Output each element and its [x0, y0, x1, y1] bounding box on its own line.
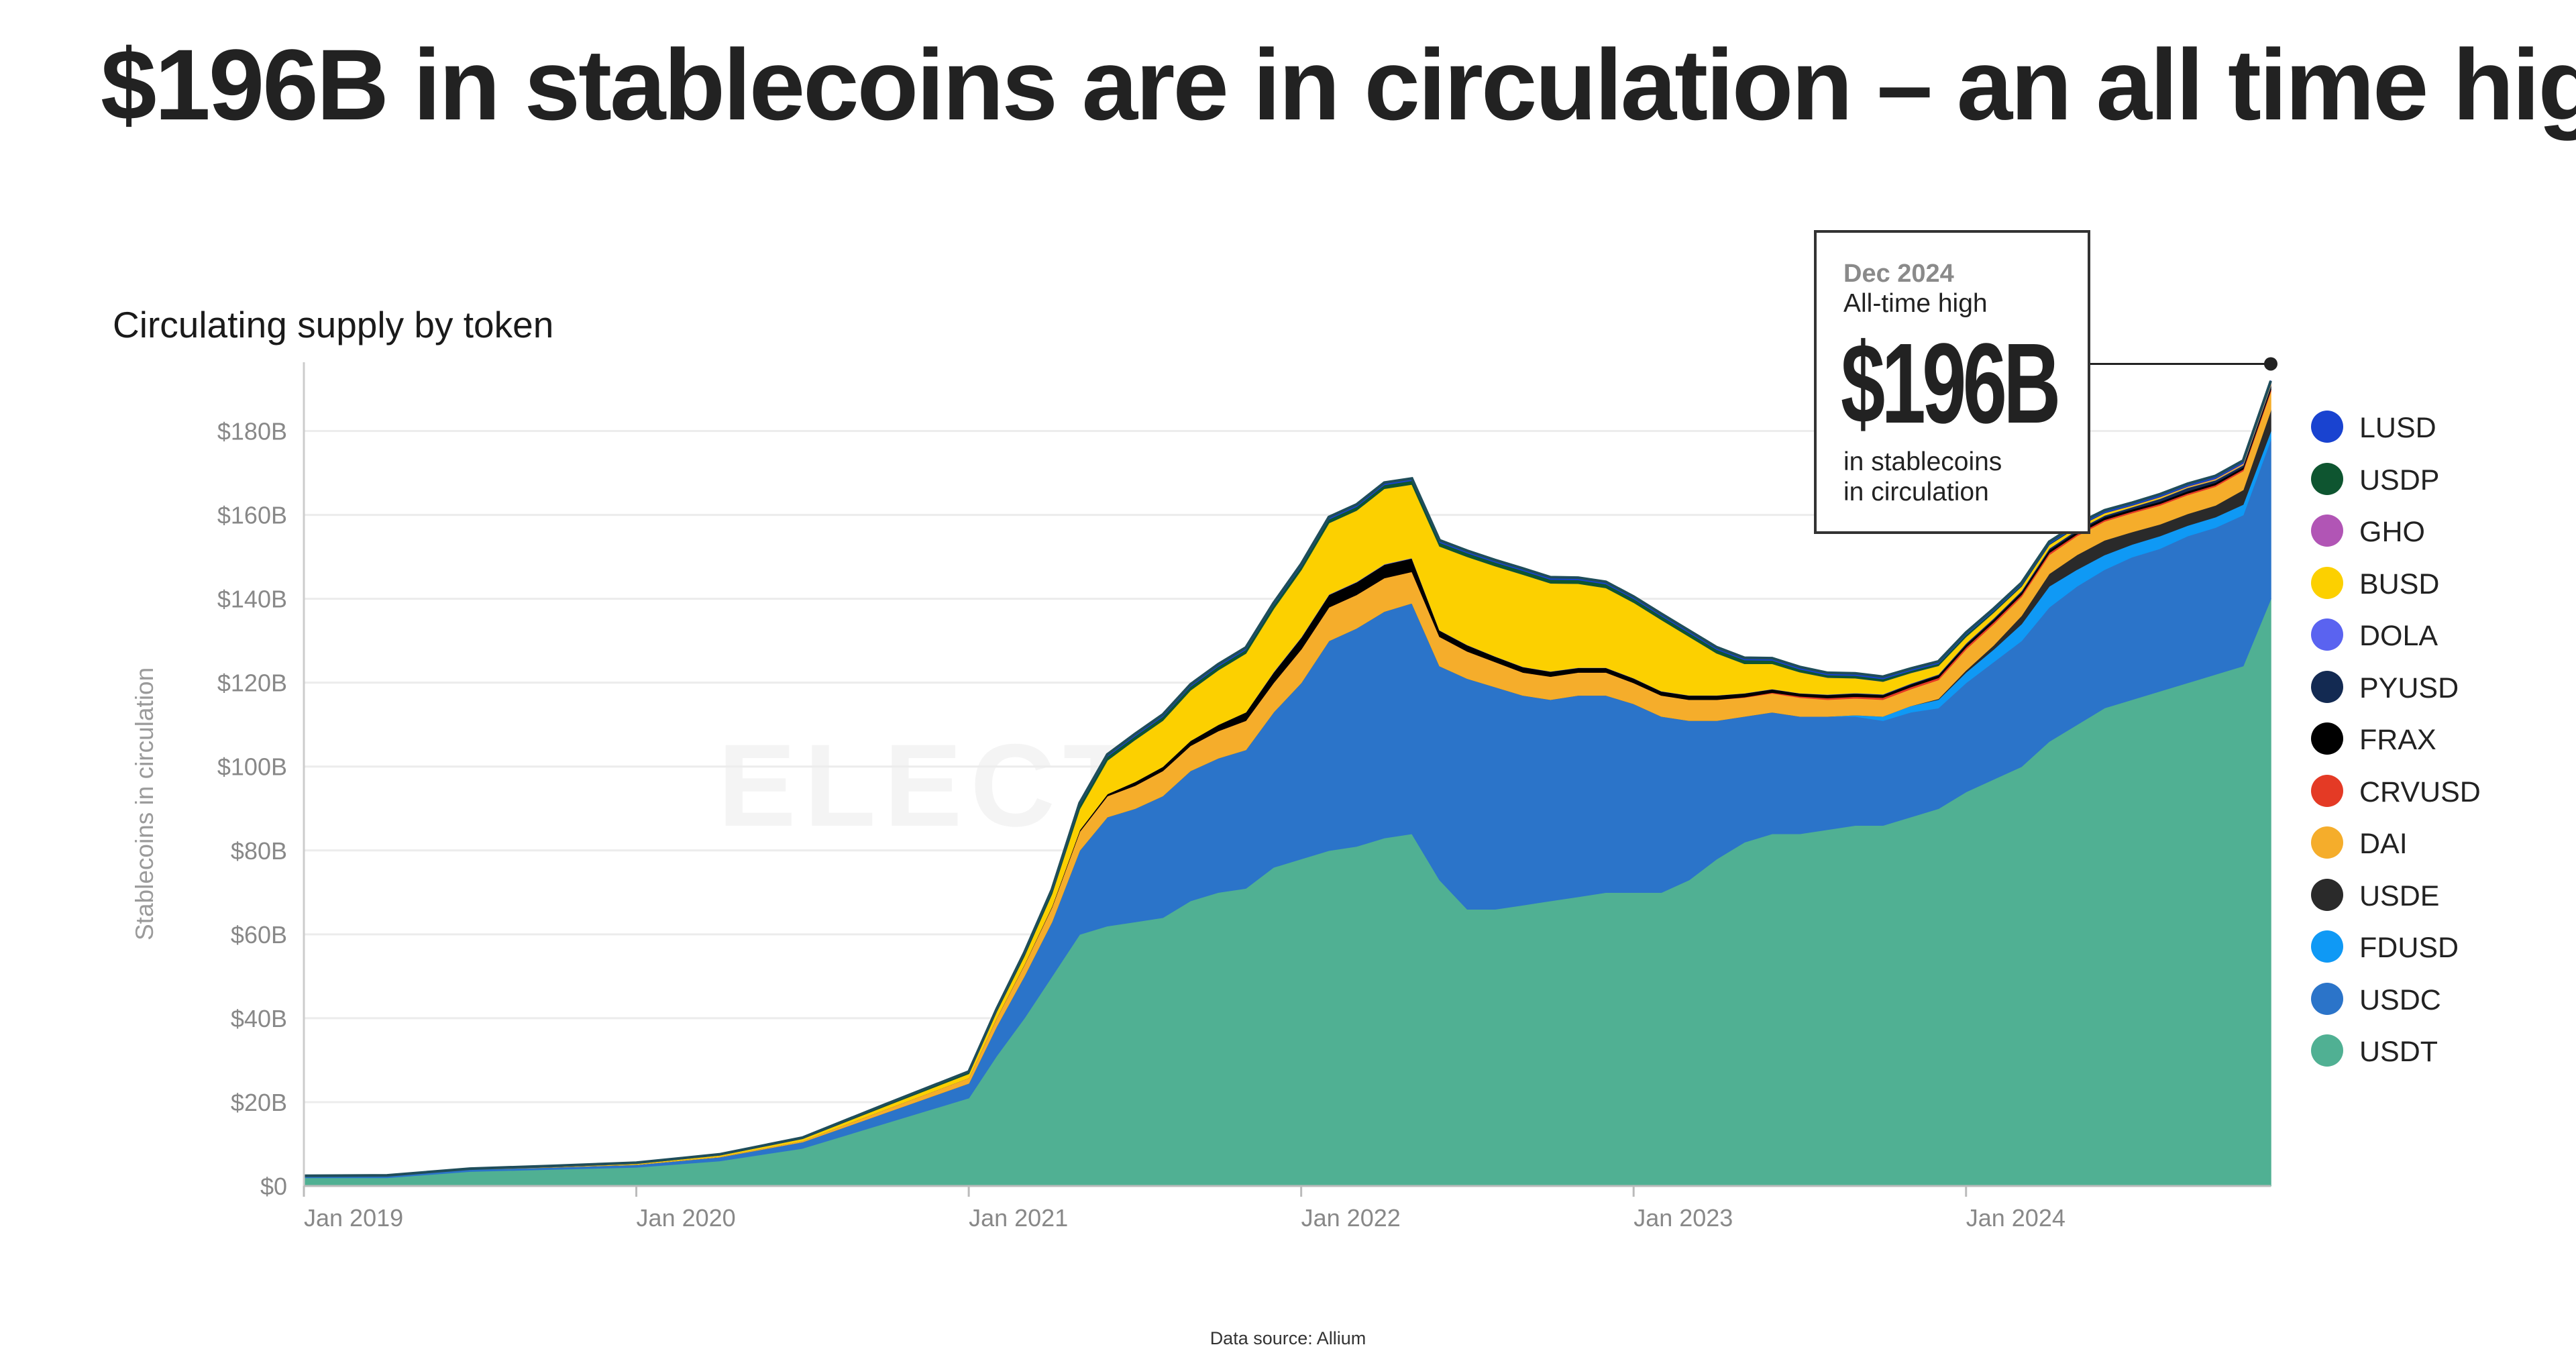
y-tick-label: $80B	[231, 837, 287, 865]
x-axis-ticks: Jan 2019 Jan 2020 Jan 2021 Jan 2022 Jan 2023…	[303, 1186, 2065, 1232]
x-tick-label: Jan 2024	[1966, 1204, 2065, 1232]
legend-label: USDP	[2359, 464, 2440, 496]
y-tick-label: $140B	[217, 586, 287, 613]
legend-label: FDUSD	[2359, 932, 2459, 964]
x-tick-label: Jan 2020	[637, 1204, 736, 1232]
legend-label: USDE	[2359, 879, 2440, 912]
total-outline	[303, 380, 2272, 1177]
legend-swatch	[2311, 462, 2343, 495]
legend-swatch	[2311, 774, 2343, 807]
legend-label: USDT	[2359, 1036, 2438, 1068]
callout-date: Dec 2024	[1843, 260, 1954, 288]
x-tick-label: Jan 2019	[304, 1204, 403, 1232]
data-source: Data source: Allium	[1210, 1328, 1366, 1348]
y-tick-label: $100B	[217, 753, 287, 781]
legend-swatch	[2311, 411, 2343, 443]
legend-label: BUSD	[2359, 568, 2440, 600]
page-headline: $196B in stablecoins are in circulation …	[101, 28, 2576, 141]
y-tick-label: $180B	[217, 418, 287, 445]
y-axis-ticks: $0 $20B $40B $60B $80B $100B $120B $140B $160B $1…	[217, 418, 287, 1200]
legend-swatch	[2311, 566, 2343, 599]
y-tick-label: $0	[260, 1173, 287, 1200]
y-axis-label: Stablecoins in circulation	[131, 667, 158, 940]
legend-swatch	[2311, 618, 2343, 651]
ath-callout: Dec 2024 All-time high $196B in stableco…	[1814, 230, 2090, 534]
legend-label: USDC	[2359, 983, 2441, 1016]
legend-swatch	[2311, 1034, 2343, 1067]
callout-line3: in circulation	[1843, 478, 1989, 506]
annotation-connector	[2090, 357, 2277, 371]
legend-swatch	[2311, 670, 2343, 703]
area-layers	[303, 380, 2272, 1187]
callout-line1: All-time high	[1843, 289, 1988, 318]
legend-label: DOLA	[2359, 620, 2438, 652]
legend-swatch	[2311, 930, 2343, 963]
legend-swatch	[2311, 878, 2343, 911]
legend-label: FRAX	[2359, 724, 2436, 756]
y-tick-label: $160B	[217, 502, 287, 529]
legend-swatch	[2311, 515, 2343, 547]
y-tick-label: $60B	[231, 921, 287, 949]
y-tick-label: $40B	[231, 1005, 287, 1032]
legend-label: PYUSD	[2359, 671, 2459, 704]
legend-label: CRVUSD	[2359, 775, 2481, 808]
axes	[303, 362, 2271, 1187]
legend-label: LUSD	[2359, 412, 2436, 444]
y-tick-label: $20B	[231, 1089, 287, 1116]
chart-title: Circulating supply by token	[113, 304, 554, 345]
callout-value: $196B	[1841, 320, 2061, 447]
x-tick-label: Jan 2022	[1301, 1204, 1401, 1232]
x-tick-label: Jan 2021	[969, 1204, 1068, 1232]
x-tick-label: Jan 2023	[1633, 1204, 1733, 1232]
legend-swatch	[2311, 826, 2343, 859]
annotation-point	[2264, 357, 2277, 371]
legend-label: DAI	[2359, 828, 2408, 860]
legend-label: GHO	[2359, 516, 2425, 548]
y-tick-label: $120B	[217, 669, 287, 697]
legend-swatch	[2311, 722, 2343, 755]
callout-line2: in stablecoins	[1843, 447, 2002, 476]
legend-swatch	[2311, 982, 2343, 1015]
